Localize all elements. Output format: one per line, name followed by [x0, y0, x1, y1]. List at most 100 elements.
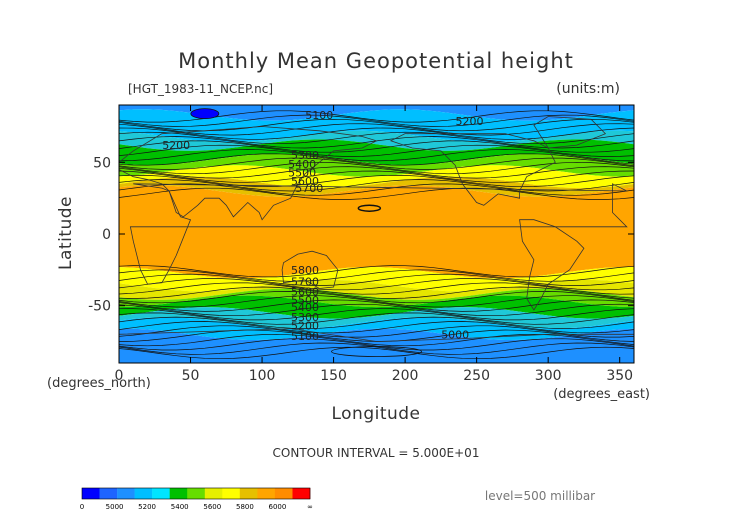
contour-bands [119, 105, 634, 363]
contour-label: 5200 [456, 115, 484, 128]
contour-band [119, 279, 634, 300]
contour-label: 5300 [291, 149, 319, 162]
y-unit-label: (degrees_north) [47, 376, 151, 391]
colorbar-tick-label: 0 [80, 503, 84, 511]
colorbar-tick-label: 5800 [236, 503, 254, 511]
contour-line [119, 346, 634, 360]
contour-band [119, 267, 634, 292]
contour-label: 5700 [291, 275, 319, 288]
colorbar-swatch [152, 488, 170, 499]
contour-line [119, 303, 634, 317]
colorbar-swatch [82, 488, 100, 499]
colorbar-tick-label: 5200 [138, 503, 156, 511]
colorbar-swatch [239, 488, 258, 499]
contour-line [119, 299, 634, 312]
colorbar-swatch [257, 488, 276, 499]
x-axis-ticks: 0 50 100 150 200 250 300 350 [115, 105, 633, 384]
coastline-outlines [119, 116, 634, 342]
contour-band [119, 288, 634, 308]
y-tick-label: -50 [88, 299, 111, 315]
contour-line [119, 179, 634, 192]
colorbar-tick-label: 5400 [171, 503, 189, 511]
contour-band [119, 176, 634, 197]
contour-label: 5500 [291, 294, 319, 307]
colorbar-swatch [222, 488, 241, 499]
coastline [533, 116, 607, 149]
contour-line [119, 157, 634, 170]
contour-line [119, 170, 634, 183]
x-tick-label: 250 [463, 368, 490, 384]
contour-label: 5600 [291, 175, 319, 188]
contour-label: 5800 [291, 264, 319, 277]
contour-band [119, 165, 634, 189]
contour-label: 5400 [291, 301, 319, 314]
colorbar-swatch [169, 488, 188, 499]
y-tick-label: 50 [93, 155, 111, 171]
chart-title: Monthly Mean Geopotential height [178, 49, 574, 73]
contour-band [119, 105, 634, 121]
contour-label: 5100 [291, 330, 319, 343]
contour-labels: 5100520052005300540055005600570058005700… [162, 109, 483, 343]
coastline [519, 219, 585, 311]
contour-line [119, 291, 634, 304]
contour-line [119, 295, 634, 308]
contour-label: 5100 [305, 109, 333, 122]
contour-label: 5600 [291, 285, 319, 298]
colorbar-swatch [292, 488, 311, 499]
plot-area: 5100520052005300540055005600570058005700… [119, 105, 634, 363]
x-tick-label: 100 [249, 368, 276, 384]
contour-band [119, 139, 634, 166]
coastline [129, 183, 628, 285]
colorbar-swatch [117, 488, 135, 499]
contour-line [119, 144, 634, 157]
colorbar-swatch [99, 488, 118, 499]
colorbar-tick-label: 5000 [106, 503, 124, 511]
contour-band [119, 307, 634, 329]
contour-line [119, 278, 634, 291]
contour-lines [119, 108, 634, 360]
contour-band [119, 185, 634, 279]
contour-label: 5200 [162, 139, 190, 152]
contour-line [119, 308, 634, 321]
contour-line [119, 174, 634, 188]
contour-band [119, 153, 634, 177]
contour-line [119, 166, 634, 179]
coastline [281, 250, 339, 289]
contour-line [119, 286, 634, 299]
x-axis-label: Longitude [331, 404, 420, 424]
contour-label: 5700 [295, 182, 323, 195]
contour-line [119, 183, 634, 196]
contour-interval-note: CONTOUR INTERVAL = 5.000E+01 [273, 446, 480, 460]
contour-line [119, 149, 634, 162]
contour-line [119, 265, 634, 278]
colorbar-swatch [204, 488, 223, 499]
contour-label: 5000 [441, 328, 469, 341]
x-tick-label: 350 [606, 368, 633, 384]
contour-line [119, 325, 634, 338]
contour-line [119, 282, 634, 295]
x-tick-label: 300 [535, 368, 562, 384]
contour-band [119, 317, 634, 340]
colorbar-tick-label: 6000 [268, 503, 286, 511]
contour-label: 5500 [288, 166, 316, 179]
contour-line [119, 127, 634, 140]
coastline [389, 133, 556, 206]
antarctica-coast [119, 328, 634, 342]
contour-line [119, 114, 634, 127]
colorbar-tick-label: ∞ [307, 503, 313, 511]
colorbar-swatch [274, 488, 293, 499]
contour-label: 5200 [291, 320, 319, 333]
contour-line [119, 153, 634, 166]
colorbar-swatch [134, 488, 153, 499]
contour-line [119, 269, 634, 282]
x-tick-label: 0 [115, 368, 124, 384]
level-label: level=500 millibar [485, 489, 595, 503]
y-axis-label: Latitude [56, 196, 76, 270]
contour-label: 5300 [291, 311, 319, 324]
file-label: [HGT_1983-11_NCEP.nc] [128, 82, 273, 96]
contour-line [119, 140, 634, 153]
y-axis-ticks: 50 0 -50 [88, 155, 634, 315]
x-tick-label: 150 [320, 368, 347, 384]
x-unit-label: (degrees_east) [553, 387, 650, 402]
colorbar-tick-label: 5600 [203, 503, 221, 511]
